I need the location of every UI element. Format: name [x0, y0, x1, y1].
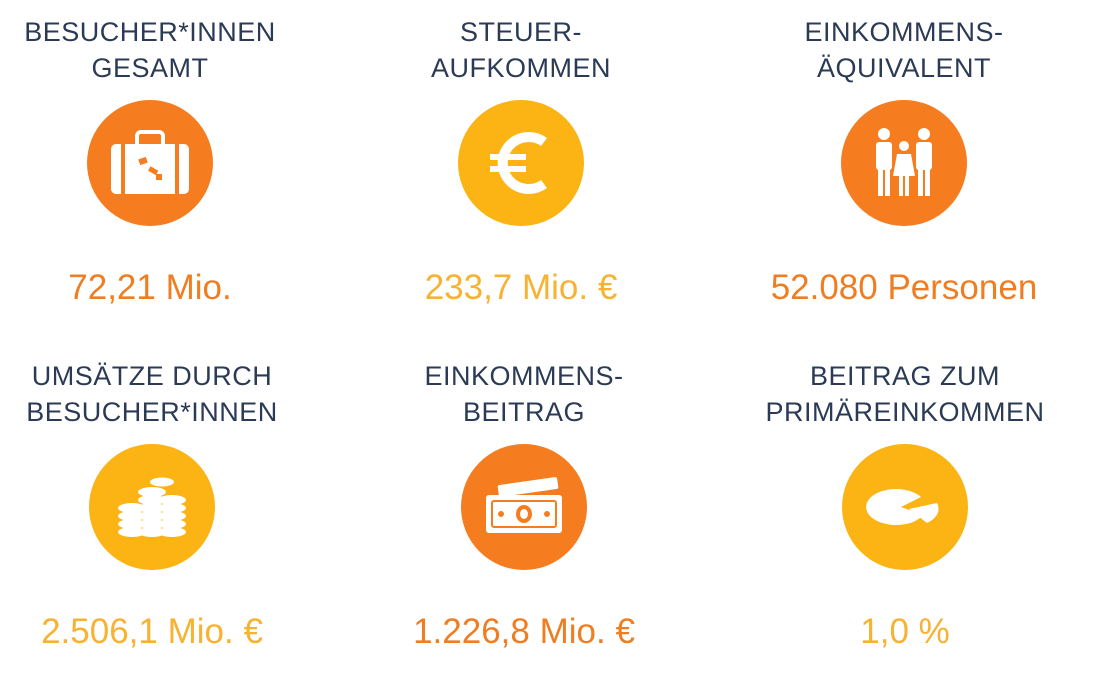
tile-value: 52.080 Personen — [770, 268, 1038, 307]
suitcase-icon — [87, 100, 213, 226]
tile-title: BEITRAG ZUM PRIMÄREINKOMMEN — [735, 358, 1075, 430]
pie-chart-icon — [842, 444, 968, 570]
tile-value: 1.226,8 Mio. € — [413, 612, 635, 651]
tile-title: UMSÄTZE DURCH BESUCHER*INNEN — [0, 358, 322, 430]
coins-icon — [89, 444, 215, 570]
tile-title: EINKOMMENS- BEITRAG — [354, 358, 694, 430]
family-icon — [841, 100, 967, 226]
tile-title: EINKOMMENS- ÄQUIVALENT — [734, 14, 1074, 86]
tile-title-line: EINKOMMENS- — [804, 17, 1004, 47]
tile-title: STEUER- AUFKOMMEN — [351, 14, 691, 86]
tile-title-line: BEITRAG ZUM — [809, 361, 1000, 391]
tile-income-equivalent: EINKOMMENS- ÄQUIVALENT 52. — [734, 14, 1074, 308]
tile-title-line: PRIMÄREINKOMMEN — [765, 397, 1045, 427]
tile-title-line: GESAMT — [91, 53, 209, 83]
tile-value: 2.506,1 Mio. € — [41, 612, 263, 651]
tile-title-line: EINKOMMENS- — [424, 361, 624, 391]
tile-visitor-revenue: UMSÄTZE DURCH BESUCHER*INNEN — [0, 358, 322, 652]
tile-title-line: ÄQUIVALENT — [816, 53, 992, 83]
tile-title-line: UMSÄTZE DURCH — [31, 361, 273, 391]
tile-title-line: BESUCHER*INNEN — [24, 17, 276, 47]
tile-primary-income-contribution: BEITRAG ZUM PRIMÄREINKOMMEN 1,0 % — [735, 358, 1075, 652]
tile-title: BESUCHER*INNEN GESAMT — [0, 14, 320, 86]
banknote-icon — [461, 444, 587, 570]
tile-tax-revenue: STEUER- AUFKOMMEN 233,7 Mio. € — [351, 14, 691, 308]
tile-income-contribution: EINKOMMENS- BEITRAG 1.226,8 Mio. € — [354, 358, 694, 652]
tile-value: 72,21 Mio. — [68, 268, 232, 307]
euro-icon — [458, 100, 584, 226]
tile-value: 1,0 % — [860, 612, 950, 651]
tile-visitors-total: BESUCHER*INNEN GESAMT 72,21 Mio. — [0, 14, 320, 308]
tile-title-line: BEITRAG — [462, 397, 586, 427]
tile-title-line: STEUER- — [459, 17, 582, 47]
tile-value: 233,7 Mio. € — [424, 268, 618, 307]
tile-title-line: AUFKOMMEN — [431, 53, 611, 83]
tile-title-line: BESUCHER*INNEN — [26, 397, 278, 427]
